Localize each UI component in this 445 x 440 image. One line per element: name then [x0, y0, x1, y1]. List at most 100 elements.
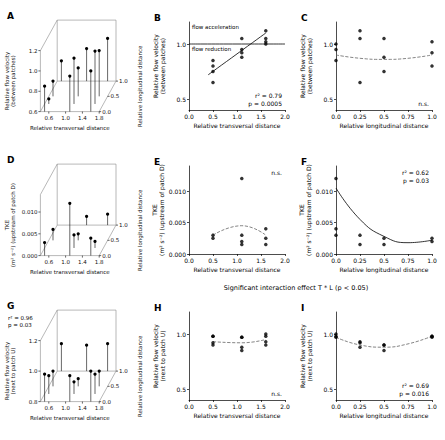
svg-text:(next to patch U): (next to patch U): [10, 348, 17, 395]
svg-text:n.s.: n.s.: [271, 169, 282, 176]
svg-text:p = 0.03: p = 0.03: [403, 177, 429, 185]
svg-text:F: F: [301, 157, 307, 167]
svg-text:1.0: 1.0: [427, 403, 437, 410]
svg-text:(between patches): (between patches): [10, 55, 17, 107]
svg-text:0.0: 0.0: [102, 109, 111, 115]
svg-text:Relative transversal distance: Relative transversal distance: [30, 269, 110, 275]
svg-text:0.010: 0.010: [169, 188, 186, 195]
svg-text:Relative transversal distance: Relative transversal distance: [30, 125, 110, 131]
svg-text:0.0: 0.0: [331, 113, 341, 120]
svg-text:1.0: 1.0: [119, 222, 128, 228]
svg-text:0.005: 0.005: [316, 219, 333, 226]
svg-text:0.010: 0.010: [316, 188, 333, 195]
svg-text:G: G: [7, 301, 14, 311]
svg-text:1.0: 1.0: [119, 78, 128, 84]
svg-text:0.0: 0.0: [102, 253, 111, 259]
svg-text:0.5: 0.5: [111, 93, 120, 99]
svg-text:1.0: 1.0: [232, 403, 242, 410]
svg-text:(m² s⁻²) (upstream of patch D): (m² s⁻²) (upstream of patch D): [10, 183, 17, 267]
svg-text:1.8: 1.8: [95, 259, 104, 265]
svg-text:E: E: [154, 157, 160, 167]
svg-text:0.5: 0.5: [111, 383, 120, 389]
svg-text:0.5: 0.5: [208, 113, 218, 120]
svg-text:1.5: 1.5: [256, 403, 266, 410]
svg-text:(m² s⁻²) (upstream of patch D): (m² s⁻²) (upstream of patch D): [305, 164, 313, 256]
svg-text:0.6: 0.6: [44, 405, 53, 411]
svg-text:0.005: 0.005: [169, 219, 186, 226]
svg-text:1.0: 1.0: [29, 368, 38, 374]
svg-text:1.0: 1.0: [119, 368, 128, 374]
svg-text:0.5: 0.5: [208, 257, 218, 264]
svg-text:0.0: 0.0: [184, 113, 194, 120]
svg-text:Relative transversal distance: Relative transversal distance: [193, 122, 280, 129]
svg-text:(between patches): (between patches): [159, 38, 167, 94]
svg-text:1.4: 1.4: [78, 259, 87, 265]
svg-text:1.0: 1.0: [176, 41, 186, 48]
svg-text:0.000: 0.000: [22, 253, 38, 259]
svg-text:1.2: 1.2: [29, 338, 38, 344]
svg-text:1.8: 1.8: [95, 115, 104, 121]
svg-text:1.0: 1.0: [232, 257, 242, 264]
svg-text:Relative longitudinal distance: Relative longitudinal distance: [340, 122, 429, 130]
svg-text:TKE: TKE: [151, 204, 158, 217]
svg-text:0.5: 0.5: [379, 257, 389, 264]
svg-text:1.0: 1.0: [323, 41, 333, 48]
svg-text:Relative transversal distance: Relative transversal distance: [193, 266, 280, 273]
svg-text:0.0: 0.0: [331, 403, 341, 410]
svg-text:1.2: 1.2: [29, 48, 38, 54]
svg-text:0.5: 0.5: [111, 237, 120, 243]
svg-text:Relative transversal distance: Relative transversal distance: [30, 415, 110, 421]
svg-text:flow reduction: flow reduction: [192, 46, 232, 52]
svg-text:H: H: [154, 303, 162, 313]
svg-text:Relative longitudinal distance: Relative longitudinal distance: [137, 189, 144, 271]
svg-text:0.0: 0.0: [331, 257, 341, 264]
svg-text:0.5: 0.5: [176, 96, 186, 103]
svg-text:p = 0.0005: p = 0.0005: [248, 100, 282, 108]
svg-text:r² = 0.69: r² = 0.69: [402, 382, 429, 389]
svg-text:1.0: 1.0: [61, 259, 70, 265]
svg-text:(next to patch U): (next to patch U): [159, 330, 167, 381]
svg-text:r² = 0.96: r² = 0.96: [8, 315, 33, 321]
svg-text:p = 0.03: p = 0.03: [8, 322, 32, 329]
svg-text:0.6: 0.6: [44, 115, 53, 121]
svg-text:flow acceleration: flow acceleration: [192, 24, 239, 30]
svg-text:0.25: 0.25: [353, 257, 367, 264]
svg-text:0.5: 0.5: [323, 96, 333, 103]
svg-text:0.8: 0.8: [29, 88, 38, 94]
svg-text:0.5: 0.5: [208, 403, 218, 410]
svg-text:0.5: 0.5: [323, 386, 333, 393]
svg-text:TKE: TKE: [4, 219, 10, 231]
svg-text:D: D: [7, 155, 14, 165]
svg-text:1.0: 1.0: [176, 331, 186, 338]
svg-text:Significant interaction effect: Significant interaction effect T * L (p …: [224, 284, 369, 292]
svg-text:(next to patch U): (next to patch U): [306, 330, 314, 381]
svg-text:n.s.: n.s.: [271, 390, 282, 397]
svg-text:0.5: 0.5: [379, 403, 389, 410]
svg-text:0.0: 0.0: [102, 399, 111, 405]
svg-text:0.25: 0.25: [353, 113, 367, 120]
svg-text:2.0: 2.0: [280, 113, 290, 120]
svg-text:B: B: [154, 13, 161, 23]
svg-text:0.5: 0.5: [379, 113, 389, 120]
svg-text:1.4: 1.4: [78, 115, 87, 121]
svg-text:1.8: 1.8: [95, 405, 104, 411]
svg-text:0.8: 0.8: [29, 399, 38, 405]
svg-text:r² = 0.79: r² = 0.79: [255, 92, 282, 99]
svg-text:1.5: 1.5: [256, 113, 266, 120]
svg-text:1.0: 1.0: [427, 257, 437, 264]
svg-text:1.0: 1.0: [61, 405, 70, 411]
svg-text:Relative longitudinal distance: Relative longitudinal distance: [137, 335, 144, 417]
svg-text:(m² s⁻²) (upstream of patch D): (m² s⁻²) (upstream of patch D): [158, 164, 166, 256]
svg-text:Relative longitudinal distance: Relative longitudinal distance: [137, 45, 144, 127]
svg-text:1.0: 1.0: [29, 68, 38, 74]
svg-text:1.0: 1.0: [427, 113, 437, 120]
svg-text:1.5: 1.5: [256, 257, 266, 264]
svg-text:1.0: 1.0: [232, 113, 242, 120]
svg-text:I: I: [301, 303, 304, 313]
svg-text:n.s.: n.s.: [418, 100, 429, 107]
svg-text:0.6: 0.6: [44, 259, 53, 265]
svg-text:Relative longitudinal distance: Relative longitudinal distance: [340, 412, 429, 420]
svg-text:A: A: [7, 11, 14, 21]
svg-text:0.5: 0.5: [176, 386, 186, 393]
svg-text:0.75: 0.75: [401, 257, 415, 264]
